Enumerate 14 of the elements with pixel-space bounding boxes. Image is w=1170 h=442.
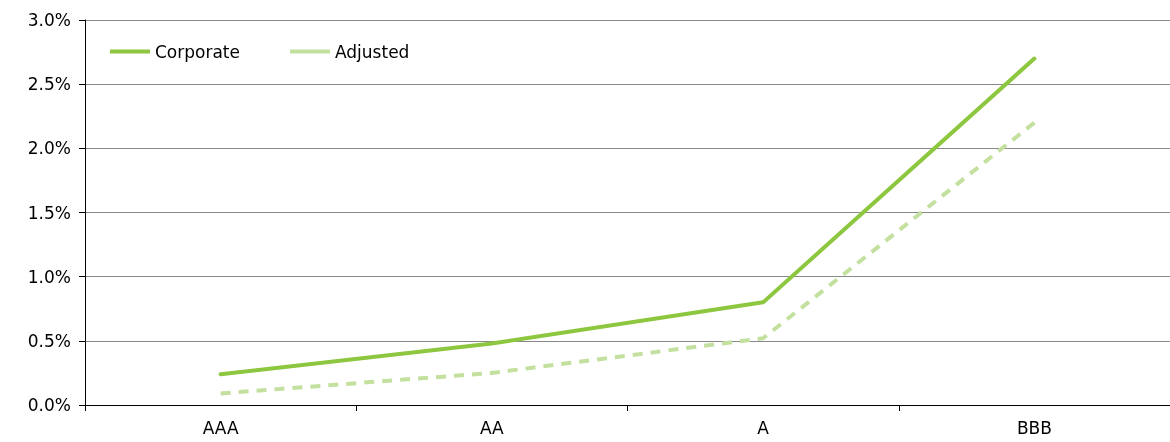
x-tick-label: BBB	[1016, 417, 1052, 438]
line-series	[218, 120, 1037, 396]
y-tick-label: 1.5%	[27, 202, 71, 223]
x-tick-label: A	[757, 417, 770, 438]
x-tick-label: AA	[480, 417, 505, 438]
legend-label: Corporate	[155, 41, 240, 62]
y-tick-label: 0.5%	[27, 330, 71, 351]
y-tick-label: 0.0%	[27, 395, 71, 415]
y-tick-label: 2.5%	[27, 74, 71, 95]
y-tick-label: 3.0%	[27, 10, 71, 30]
y-tick-label: 2.0%	[27, 138, 71, 159]
x-tick-label: AAA	[202, 417, 239, 438]
legend-label: Adjusted	[334, 41, 410, 62]
y-tick-label: 1.0%	[27, 266, 71, 287]
